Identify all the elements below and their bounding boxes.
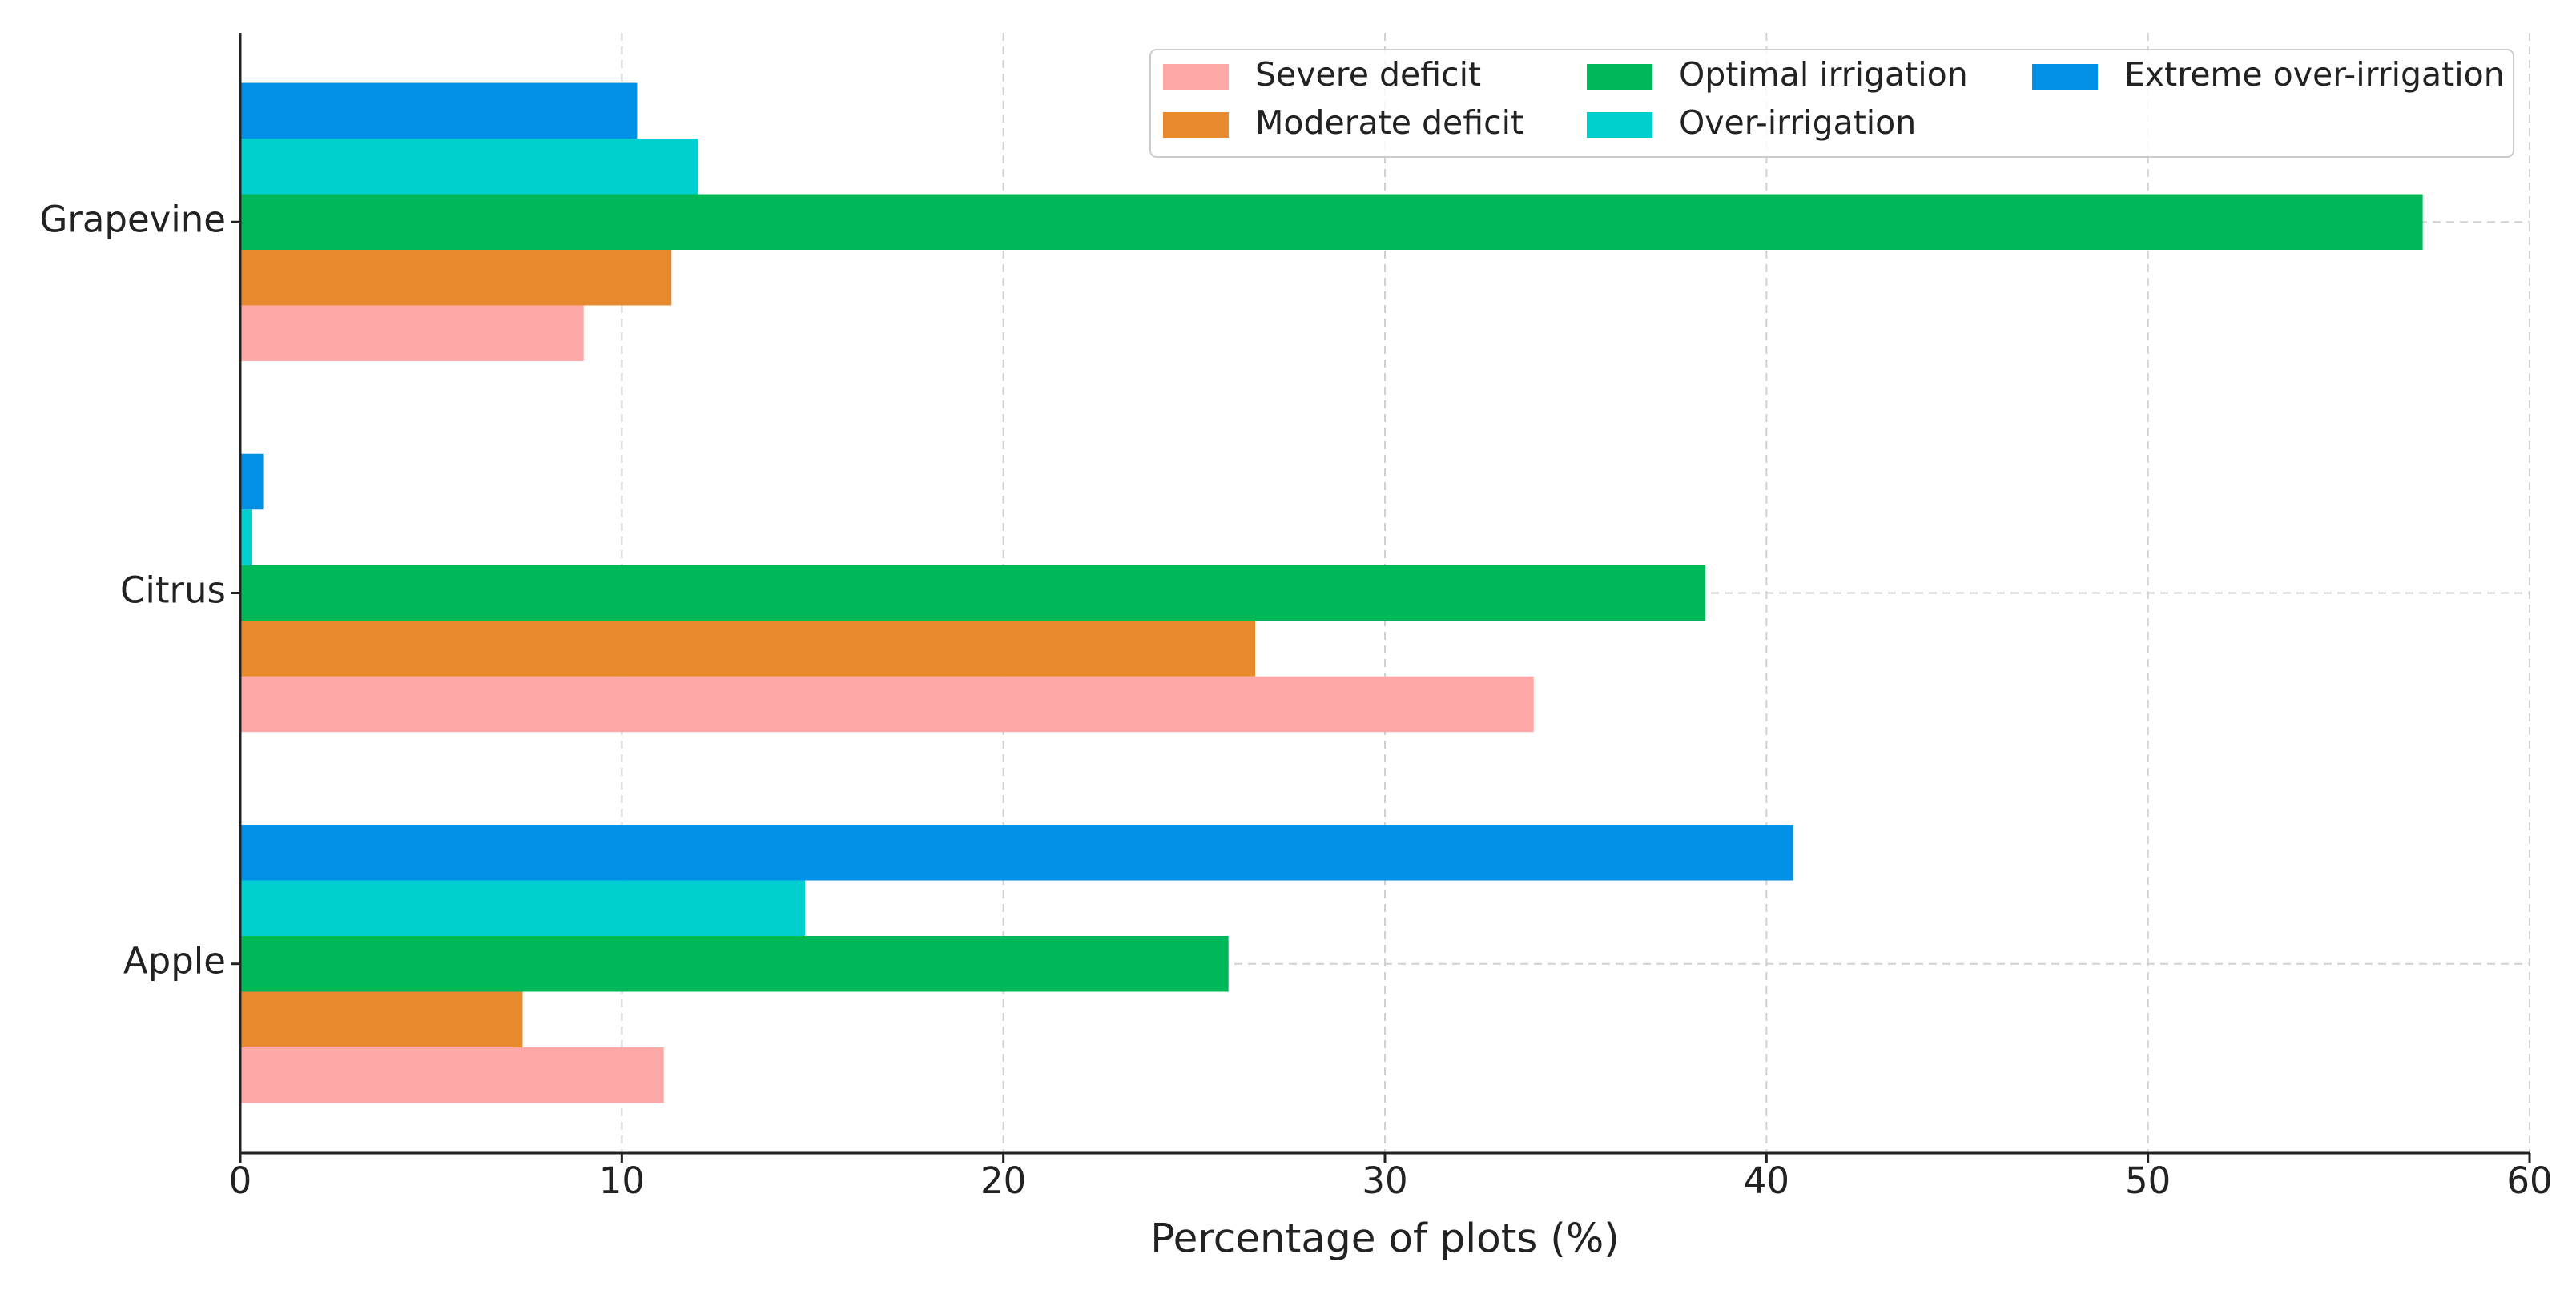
legend-label: Moderate deficit (1255, 103, 1523, 142)
legend-swatch (1163, 112, 1229, 138)
y-tick-label: Grapevine (39, 198, 226, 240)
bar (240, 565, 1706, 621)
y-tick-label: Apple (123, 940, 226, 983)
legend-label: Severe deficit (1255, 55, 1481, 94)
bar (240, 936, 1229, 992)
legend-swatch (1587, 64, 1652, 90)
bar (240, 880, 805, 937)
x-tick-label: 0 (229, 1159, 252, 1202)
legend-swatch (2032, 64, 2098, 90)
legend-swatch (1163, 64, 1229, 90)
bar (240, 305, 584, 361)
bar (240, 991, 523, 1047)
legend-label: Optimal irrigation (1679, 55, 1968, 94)
legend-swatch (1587, 112, 1652, 138)
legend-box (1149, 49, 2514, 158)
bar (240, 249, 672, 306)
bar (240, 453, 264, 510)
bar (240, 676, 1534, 733)
x-tick-label: 40 (1744, 1159, 1789, 1202)
bar (240, 509, 252, 565)
bar (240, 1047, 664, 1103)
x-tick-label: 50 (2125, 1159, 2171, 1202)
bar (240, 825, 1793, 881)
bar (240, 139, 698, 195)
bar (240, 194, 2423, 250)
x-axis-label: Percentage of plots (%) (1150, 1216, 1620, 1262)
legend-label: Extreme over-irrigation (2124, 55, 2505, 94)
x-tick-label: 30 (1362, 1159, 1407, 1202)
x-tick-label: 10 (599, 1159, 645, 1202)
legend-label: Over-irrigation (1679, 103, 1916, 142)
bar (240, 621, 1256, 677)
x-tick-label: 20 (980, 1159, 1026, 1202)
x-tick-label: 60 (2506, 1159, 2552, 1202)
y-tick-label: Citrus (120, 569, 226, 612)
bar (240, 82, 638, 139)
